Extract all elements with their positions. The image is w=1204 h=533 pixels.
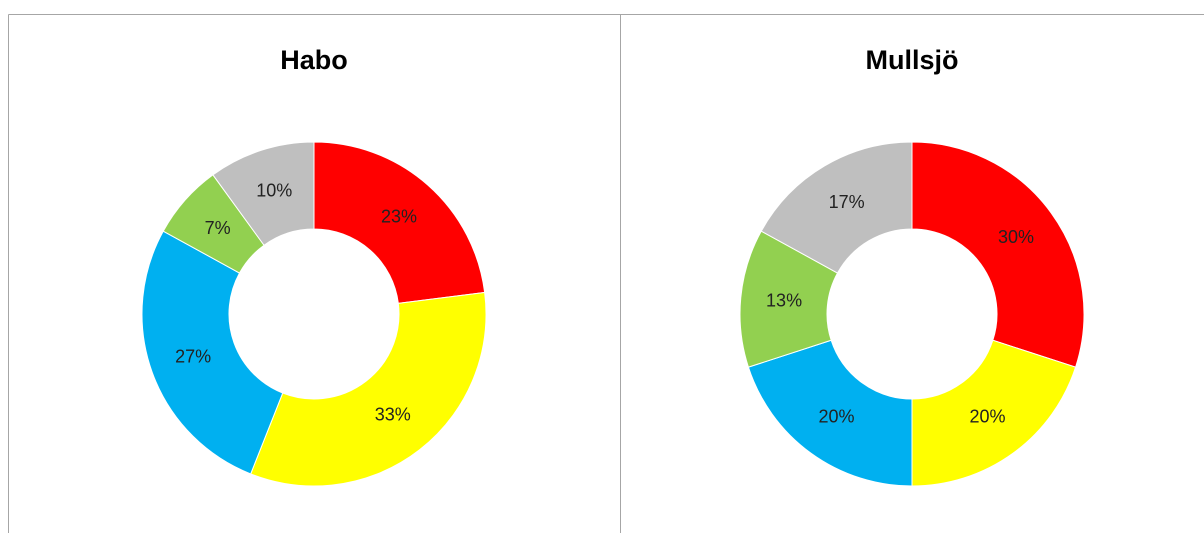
data-label: 7% xyxy=(205,218,231,238)
donut-segment xyxy=(250,291,487,487)
donut-segment xyxy=(747,339,913,487)
data-label: 30% xyxy=(998,227,1034,247)
donut-segment xyxy=(141,230,284,475)
donut-segment xyxy=(212,141,315,246)
data-label: 13% xyxy=(766,291,802,311)
donut-segment xyxy=(911,339,1077,487)
data-label: 23% xyxy=(381,206,417,226)
donut-segment xyxy=(313,141,486,304)
data-label: 10% xyxy=(256,181,292,201)
data-label: 20% xyxy=(970,407,1006,427)
data-label: 17% xyxy=(829,192,865,212)
chart-title: Habo xyxy=(280,45,348,75)
chart-title: Mullsjö xyxy=(866,45,959,75)
data-label: 20% xyxy=(818,407,854,427)
data-label: 27% xyxy=(175,346,211,366)
donut-segment xyxy=(760,141,913,274)
data-label: 33% xyxy=(375,404,411,424)
donut-segment xyxy=(911,141,1085,368)
